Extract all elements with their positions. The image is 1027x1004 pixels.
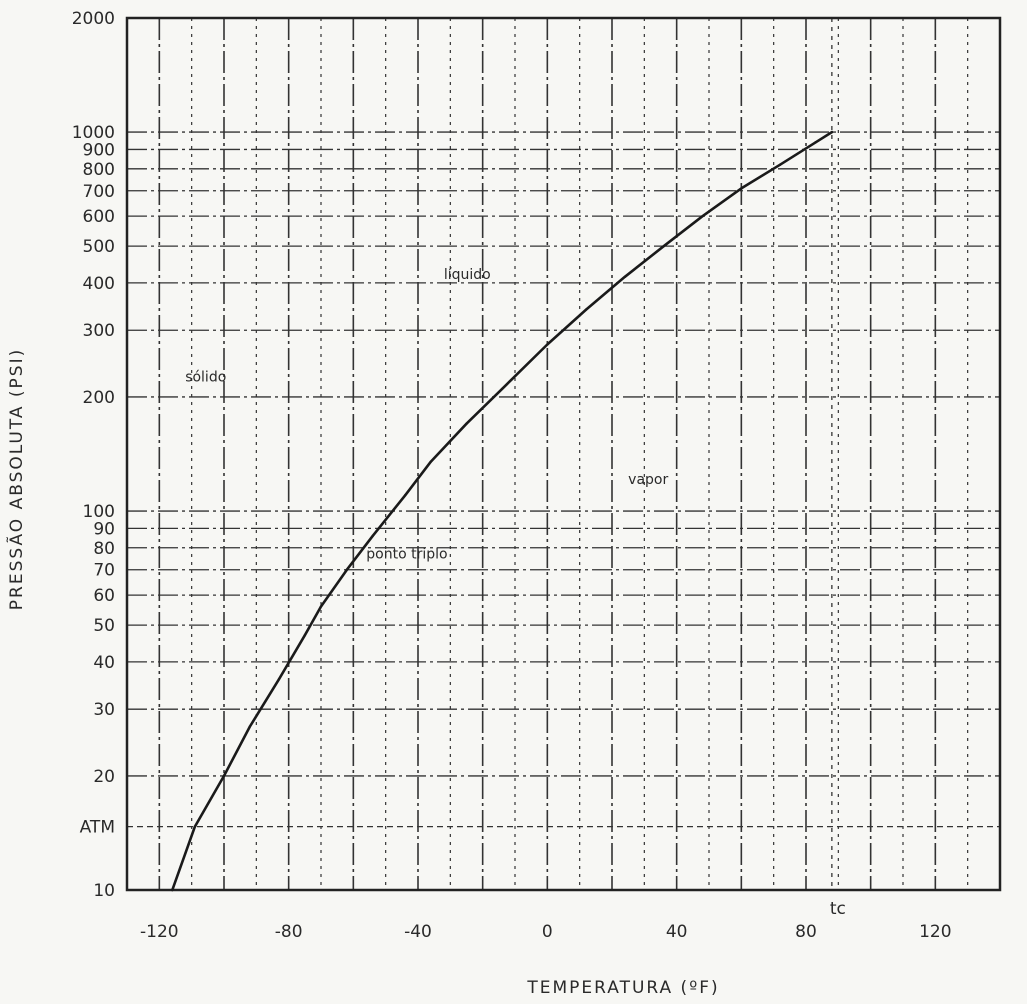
- x-tick-label: 120: [919, 922, 951, 942]
- y-tick-label: 60: [93, 586, 115, 606]
- curve-point: [701, 214, 704, 218]
- y-tick-label: 40: [93, 653, 115, 673]
- region-label: ponto triplo: [366, 546, 447, 562]
- curve-point: [465, 422, 468, 425]
- curve-point: [546, 343, 549, 346]
- curve-point: [222, 774, 226, 778]
- curve-point: [319, 605, 323, 608]
- y-tick-label: 90: [93, 519, 115, 539]
- curve-point: [500, 387, 504, 391]
- curve-point: [830, 130, 834, 134]
- y-tick-label: 600: [83, 207, 115, 227]
- region-label: líquido: [444, 267, 491, 283]
- x-tick-label: 40: [666, 922, 688, 942]
- y-tick-label: 70: [93, 561, 115, 581]
- y-tick-label: 100: [83, 502, 115, 522]
- y-tick-label: 500: [83, 237, 115, 257]
- x-tick-label: 80: [795, 922, 817, 942]
- y-tick-label: 800: [83, 160, 115, 180]
- y-tick-label: 20: [93, 767, 115, 787]
- curve-point: [740, 187, 743, 190]
- x-axis-label: TEMPERATURA (ºF): [526, 978, 719, 998]
- plot-frame: [125, 16, 1002, 892]
- curve-point: [778, 163, 782, 166]
- vapor-pressure-curve: [171, 130, 834, 892]
- curve-point: [345, 568, 349, 571]
- x-tick-label: 0: [542, 922, 553, 942]
- curve-point: [371, 534, 374, 538]
- curve-point: [584, 308, 588, 311]
- grid: [127, 18, 1000, 890]
- curve-point: [403, 494, 407, 497]
- y-tick-label: 700: [83, 182, 115, 202]
- x-tick-label: -40: [404, 922, 432, 942]
- y-tick-label: 200: [83, 388, 115, 408]
- region-labels: sólido líquido vapor ponto triplo: [185, 267, 668, 563]
- y-tick-label: 80: [93, 539, 115, 559]
- y-tick-label: 900: [83, 140, 115, 160]
- curve-point: [248, 725, 252, 728]
- x-tick-label: -80: [275, 922, 303, 942]
- y-tick-label-atm: ATM: [80, 818, 115, 838]
- curve-layer: [171, 130, 834, 892]
- curve-point: [171, 888, 174, 892]
- y-tick-label: 10: [93, 881, 115, 901]
- x-tick-labels: -120 -80 -40 0 40 80 120 tc: [140, 899, 952, 942]
- y-axis-label: PRESSÃO ABSOLUTA (PSI): [5, 348, 27, 610]
- curve-point: [662, 244, 665, 248]
- curve-point: [429, 460, 433, 463]
- x-tick-label-tc: tc: [830, 899, 846, 919]
- x-tick-label: -120: [140, 922, 179, 942]
- region-label: sólido: [185, 369, 226, 385]
- curve-point: [277, 677, 281, 681]
- y-tick-label: 50: [93, 616, 115, 636]
- y-tick-label: 300: [83, 321, 115, 341]
- y-tick-label: 1000: [72, 123, 115, 143]
- curve-point: [193, 825, 197, 828]
- curve-point: [303, 634, 307, 637]
- y-tick-label: 30: [93, 700, 115, 720]
- y-tick-label: 400: [83, 274, 115, 294]
- curve-point: [814, 141, 817, 144]
- y-tick-label: 2000: [72, 9, 115, 29]
- curve-point: [623, 275, 627, 279]
- region-label: vapor: [628, 472, 668, 488]
